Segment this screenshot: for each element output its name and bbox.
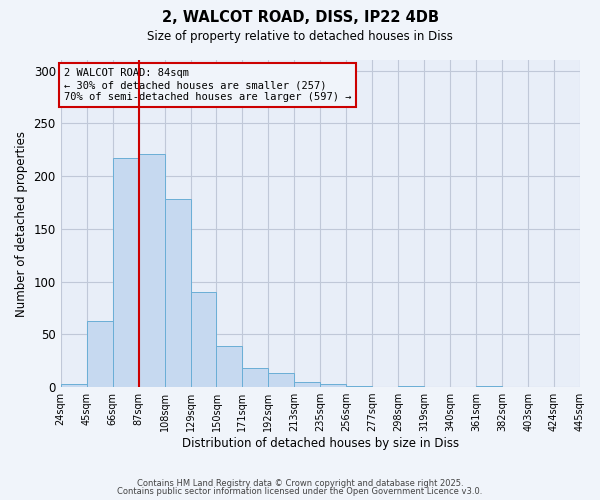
Bar [139,154,164,387]
Y-axis label: Number of detached properties: Number of detached properties [15,130,28,316]
Bar [295,382,320,387]
Text: Contains HM Land Registry data © Crown copyright and database right 2025.: Contains HM Land Registry data © Crown c… [137,478,463,488]
Bar [217,346,242,387]
Text: Size of property relative to detached houses in Diss: Size of property relative to detached ho… [147,30,453,43]
Bar [346,386,372,387]
Bar [86,320,113,387]
Bar [164,200,191,387]
Bar [268,374,295,387]
Bar [242,368,268,387]
Bar [320,384,346,387]
Bar [191,292,217,387]
Text: 2, WALCOT ROAD, DISS, IP22 4DB: 2, WALCOT ROAD, DISS, IP22 4DB [161,10,439,25]
Text: Contains public sector information licensed under the Open Government Licence v3: Contains public sector information licen… [118,487,482,496]
Bar [476,386,502,387]
Bar [398,386,424,387]
X-axis label: Distribution of detached houses by size in Diss: Distribution of detached houses by size … [182,437,459,450]
Bar [113,158,139,387]
Text: 2 WALCOT ROAD: 84sqm
← 30% of detached houses are smaller (257)
70% of semi-deta: 2 WALCOT ROAD: 84sqm ← 30% of detached h… [64,68,351,102]
Bar [61,384,86,387]
